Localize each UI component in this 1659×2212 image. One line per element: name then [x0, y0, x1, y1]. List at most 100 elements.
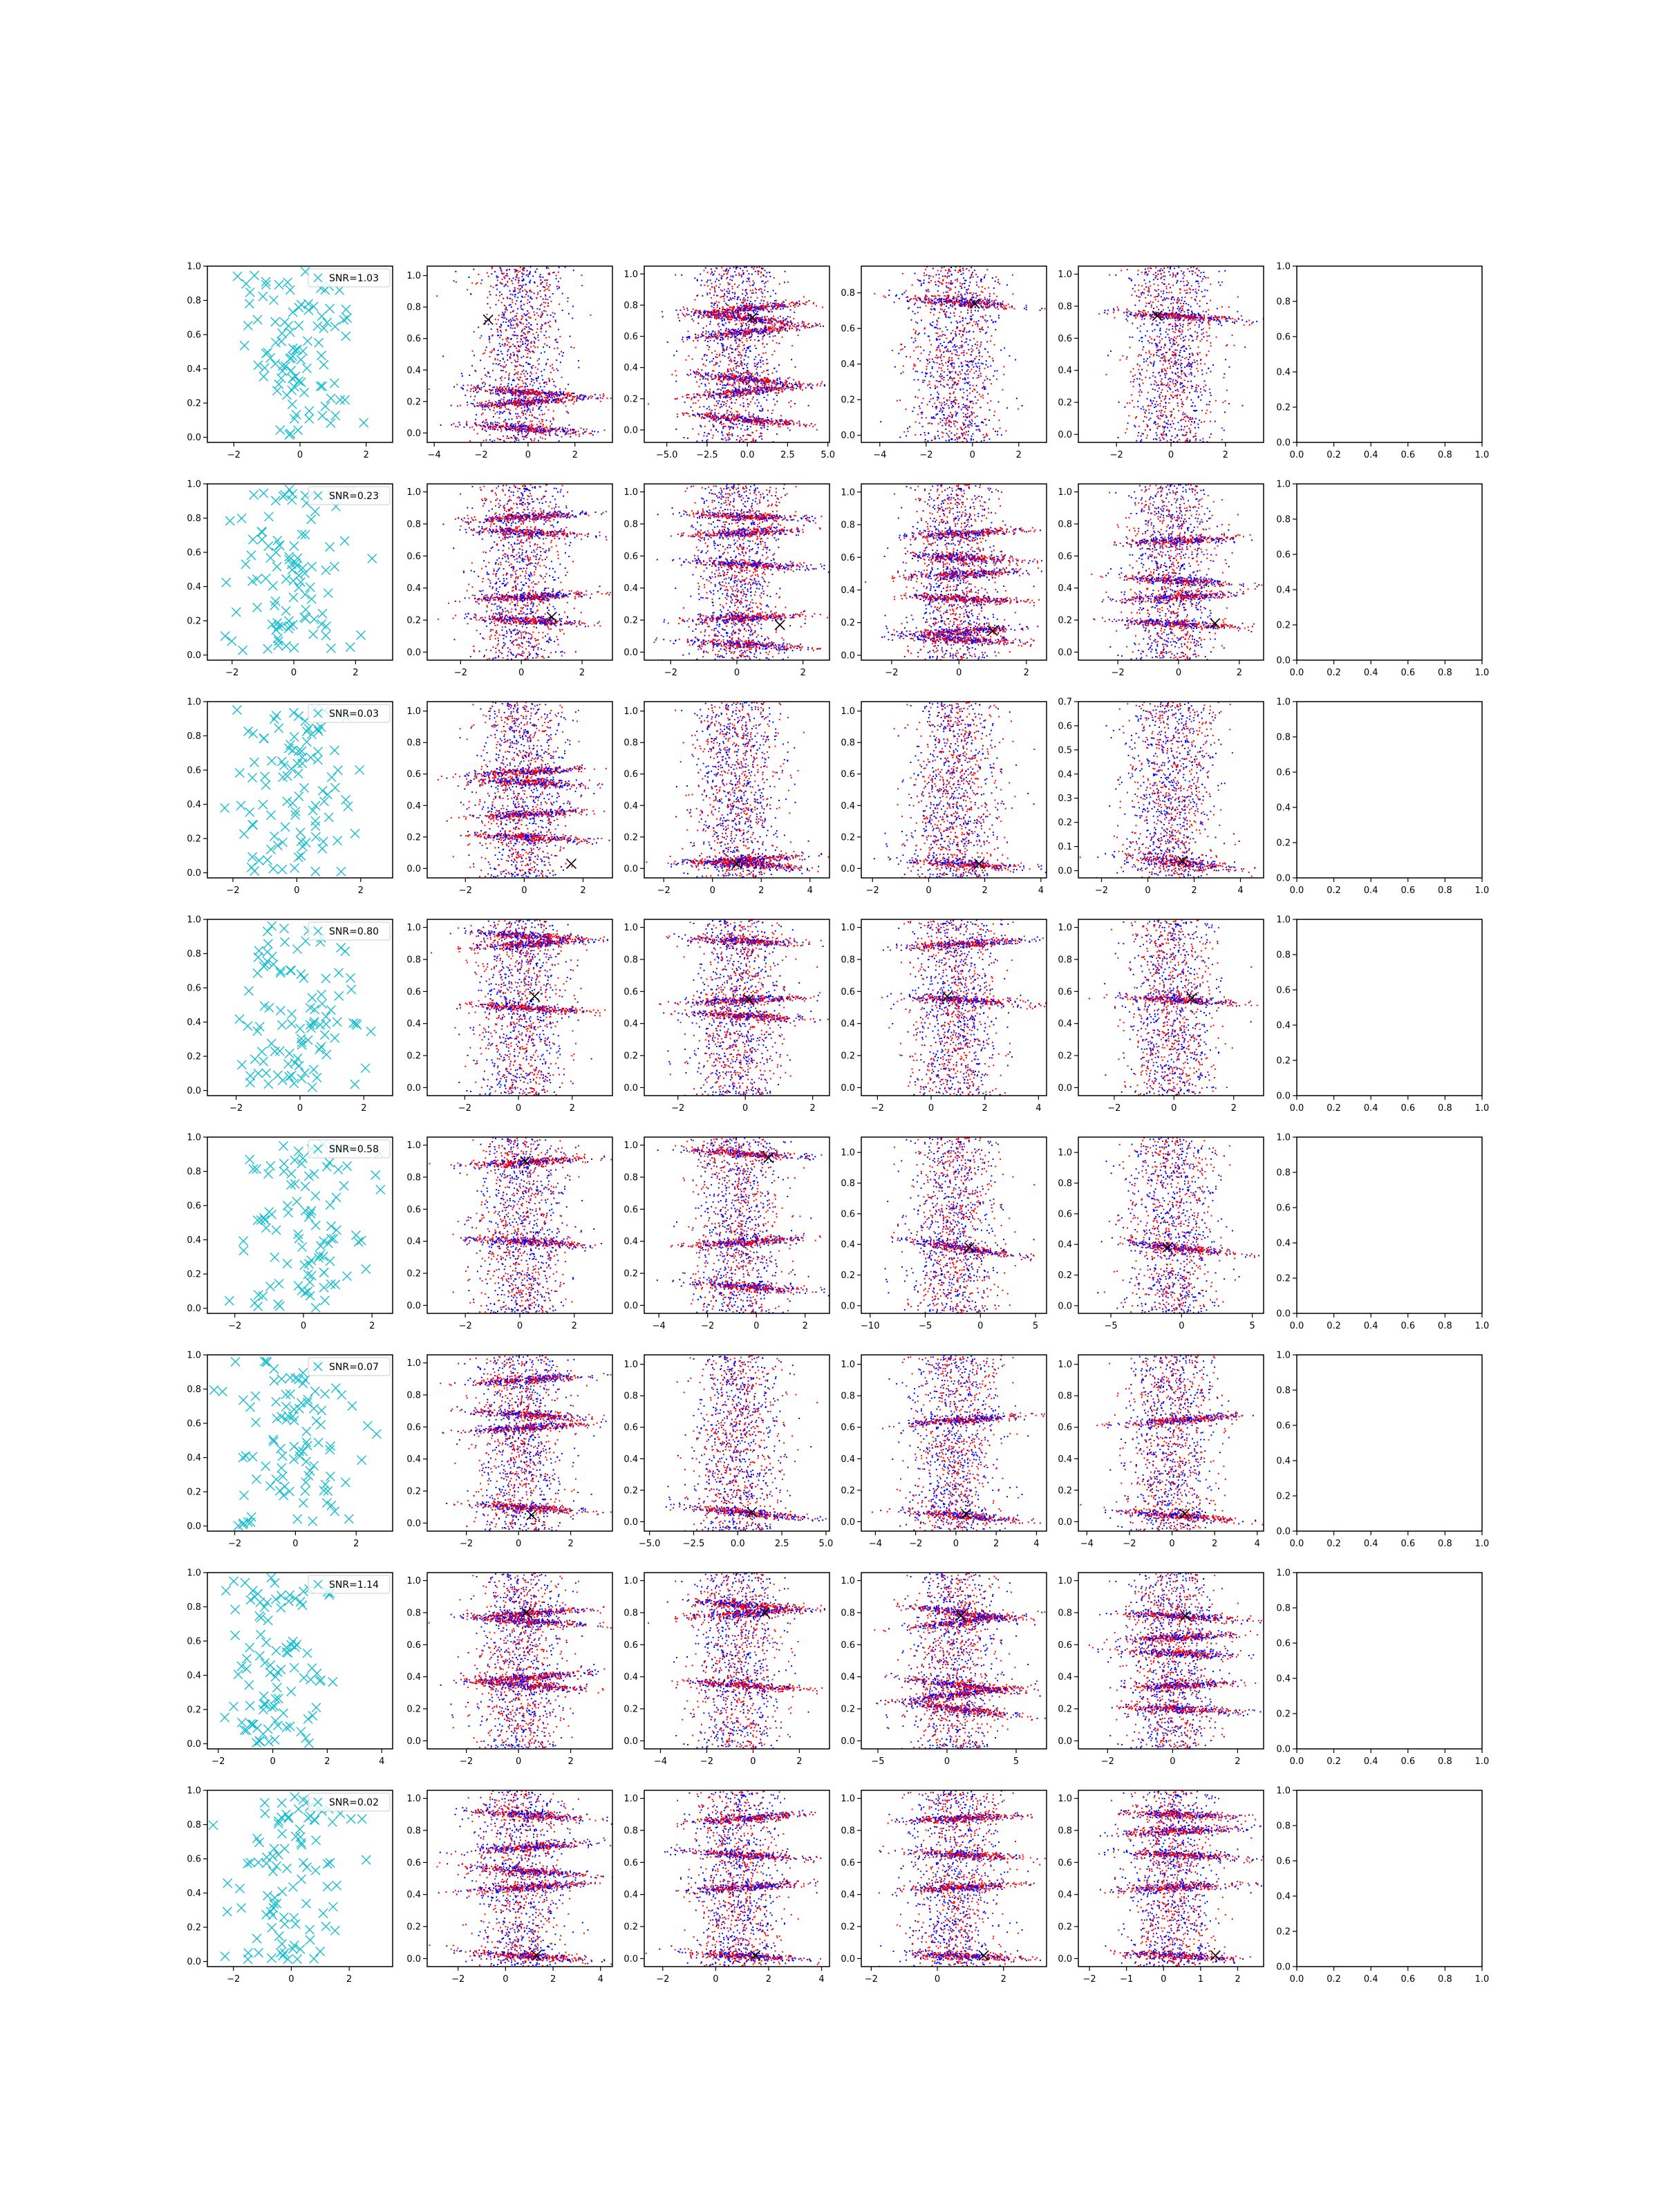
red-point — [500, 270, 502, 271]
red-point — [494, 407, 495, 409]
red-point — [715, 418, 716, 420]
red-point — [753, 390, 755, 391]
blue-point — [538, 358, 540, 359]
red-point — [553, 411, 554, 412]
blue-point — [724, 355, 726, 357]
red-point — [557, 402, 559, 404]
blue-point — [726, 290, 727, 292]
red-point — [710, 337, 711, 339]
red-point — [759, 422, 760, 424]
red-point — [730, 411, 731, 413]
red-point — [761, 428, 762, 429]
blue-point — [734, 293, 735, 294]
blue-point — [494, 386, 495, 388]
blue-point — [747, 419, 749, 420]
blue-point — [539, 309, 541, 310]
blue-point — [771, 420, 772, 422]
red-point — [485, 404, 486, 405]
red-point — [532, 420, 533, 422]
red-point — [523, 270, 524, 271]
red-point — [787, 323, 788, 324]
red-point — [515, 409, 516, 410]
red-point — [741, 328, 742, 329]
blue-point — [476, 405, 478, 406]
red-point — [500, 327, 501, 328]
blue-point — [489, 337, 490, 339]
blue-point — [715, 429, 717, 431]
red-point — [726, 348, 727, 349]
blue-point — [714, 414, 715, 415]
red-point — [731, 361, 732, 362]
red-point — [772, 420, 774, 422]
red-point — [782, 388, 783, 390]
blue-point — [458, 422, 460, 423]
blue-point — [491, 273, 492, 274]
red-point — [500, 384, 501, 385]
red-point — [570, 400, 572, 401]
blue-point — [760, 366, 762, 368]
red-point — [749, 412, 750, 413]
blue-point — [743, 319, 744, 320]
blue-point — [746, 324, 747, 325]
red-point — [744, 335, 746, 336]
red-point — [776, 300, 777, 301]
data-point — [276, 426, 285, 435]
red-point — [729, 309, 731, 310]
red-point — [742, 341, 743, 343]
blue-point — [531, 431, 532, 432]
red-point — [547, 299, 548, 300]
red-point — [503, 389, 504, 391]
blue-point — [760, 330, 761, 331]
red-point — [753, 325, 755, 326]
blue-point — [760, 411, 762, 412]
blue-point — [547, 393, 548, 394]
blue-point — [755, 271, 756, 272]
red-point — [727, 433, 728, 435]
blue-point — [504, 343, 505, 344]
blue-point — [532, 409, 534, 411]
red-point — [518, 392, 519, 393]
blue-point — [525, 362, 527, 364]
red-point — [733, 368, 734, 369]
red-point — [517, 326, 518, 328]
blue-point — [502, 413, 503, 414]
red-point — [597, 398, 599, 400]
red-point — [599, 395, 601, 396]
blue-point — [733, 424, 735, 425]
blue-point — [684, 402, 686, 403]
blue-point — [536, 378, 537, 379]
red-point — [518, 403, 519, 404]
red-point — [529, 430, 530, 431]
red-point — [688, 355, 689, 357]
red-point — [527, 344, 529, 345]
red-point — [528, 312, 529, 314]
red-point — [575, 434, 577, 435]
red-point — [586, 429, 588, 430]
red-point — [735, 377, 736, 378]
red-point — [574, 432, 575, 433]
data-point — [294, 321, 303, 330]
red-point — [521, 433, 523, 434]
blue-point — [785, 271, 786, 272]
blue-point — [523, 400, 525, 401]
blue-point — [774, 387, 775, 388]
blue-point — [740, 299, 741, 301]
red-point — [814, 424, 816, 425]
red-point — [782, 317, 784, 319]
red-point — [729, 384, 731, 385]
red-point — [682, 396, 684, 397]
blue-point — [792, 386, 794, 388]
red-point — [714, 288, 715, 289]
data-point — [278, 329, 287, 338]
red-point — [787, 281, 789, 283]
data-point — [269, 296, 278, 305]
red-point — [532, 391, 534, 393]
red-point — [536, 373, 537, 374]
red-point — [517, 373, 518, 375]
blue-point — [508, 419, 509, 420]
blue-point — [746, 394, 747, 395]
red-point — [555, 431, 556, 433]
blue-point — [516, 300, 518, 301]
red-point — [789, 303, 790, 305]
red-point — [496, 406, 498, 408]
